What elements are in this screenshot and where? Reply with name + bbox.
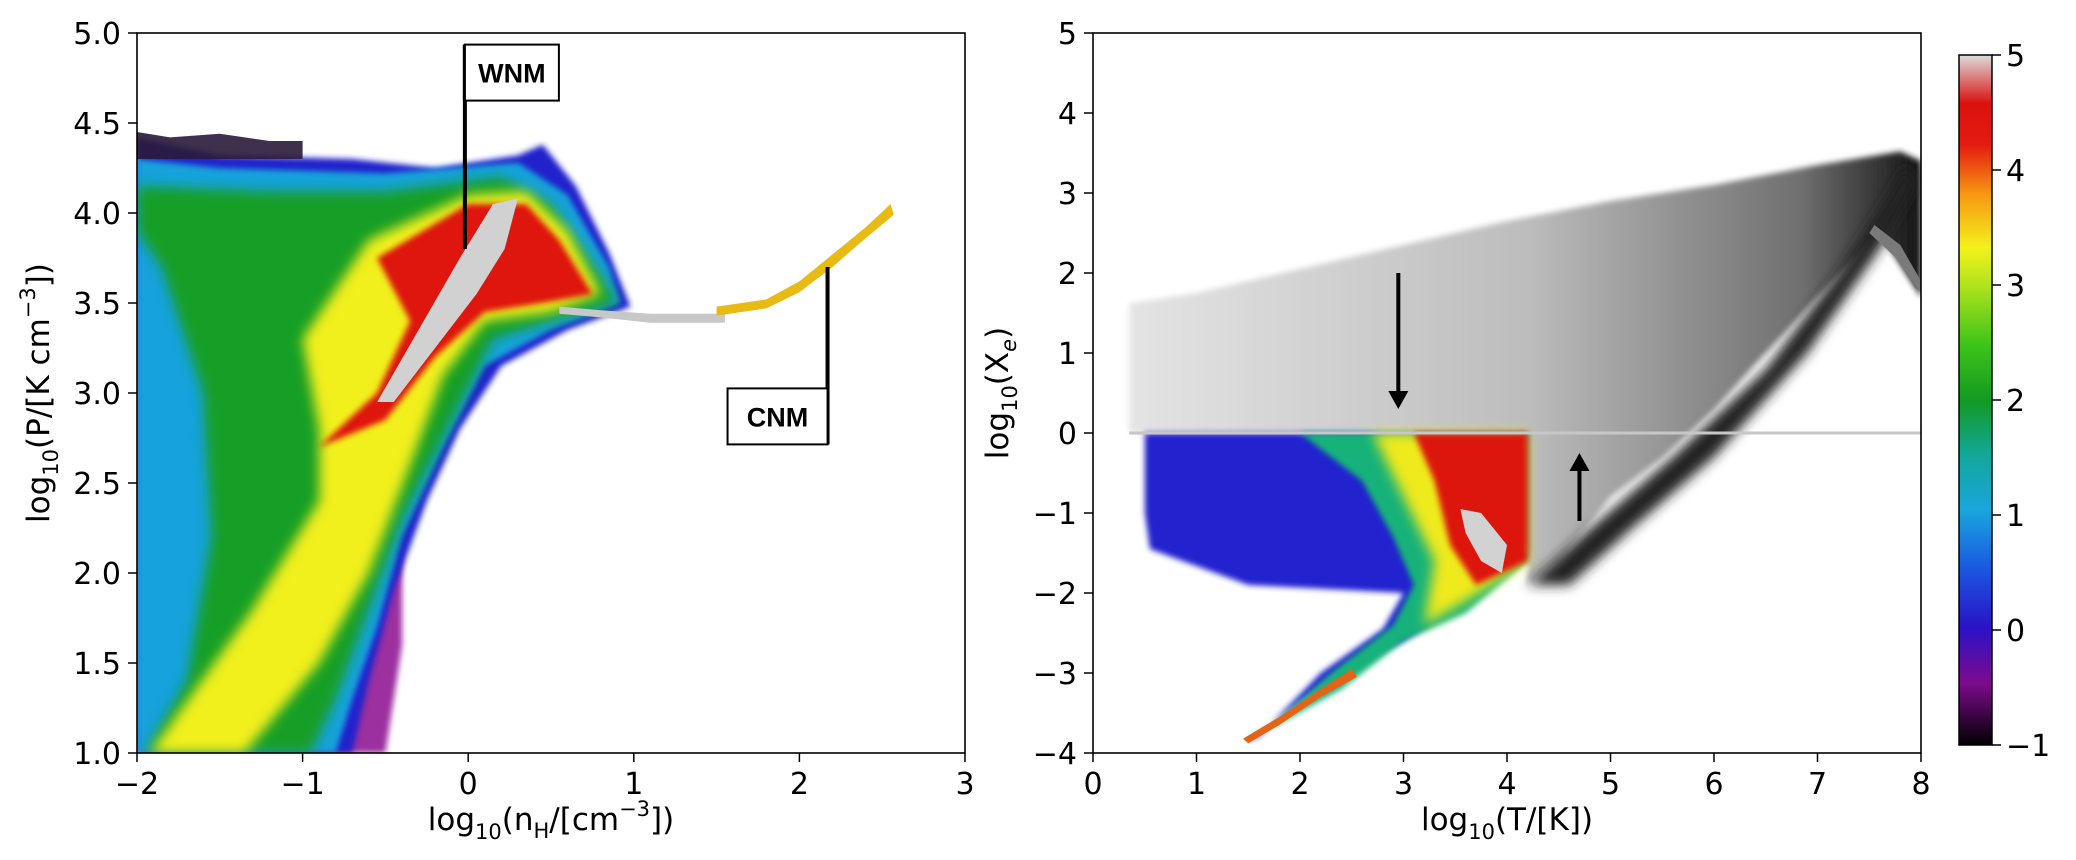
x-tick-label: 5 xyxy=(1601,767,1620,802)
x-tick-label: 2 xyxy=(1290,767,1309,802)
y-tick-label: 0 xyxy=(1058,417,1077,452)
plateau-band xyxy=(559,306,725,323)
right-arrows xyxy=(1388,273,1590,521)
colorbar-tick-label: 4 xyxy=(2006,154,2025,189)
colorbar-gradient xyxy=(1958,54,1993,746)
y-tick-label: 4 xyxy=(1058,97,1077,132)
arrow-up xyxy=(1569,453,1590,521)
y-tick-label: 1 xyxy=(1058,337,1077,372)
wnm-peak-region xyxy=(377,198,518,402)
arrow-head xyxy=(1569,453,1590,471)
y-tick-label: 5 xyxy=(1058,17,1077,52)
x-tick-label: 2 xyxy=(790,767,809,802)
x-tick-label: 8 xyxy=(1911,767,1930,802)
y-tick-label: −1 xyxy=(1033,497,1077,532)
annotation-text: WNM xyxy=(478,59,545,89)
left-y-ticks: 1.0 1.5 2.0 2.5 3.0 3.5 4.0 4.5 5.0 xyxy=(73,17,137,772)
left-y-axis-label: log10(P/[K cm−3]) xyxy=(16,263,63,523)
x-tick-label: 6 xyxy=(1704,767,1723,802)
colorbar-tick-label: 0 xyxy=(2006,614,2025,649)
y-tick-label: 2.5 xyxy=(73,467,121,502)
arrow-head xyxy=(1388,391,1409,409)
ionization-temperature-panel: 0 1 2 3 4 5 6 7 8 −4 −3 −2 −1 0 1 2 3 4 5 log10(T/[K]) lo… xyxy=(980,17,1931,844)
x-tick-label: 0 xyxy=(459,767,478,802)
x-tick-label: 0 xyxy=(1083,767,1102,802)
cnm-branch xyxy=(716,204,894,316)
gray-ionized-fan xyxy=(1129,151,1921,585)
right-y-axis-label: log10(Xe) xyxy=(980,327,1022,459)
yellow-ridge xyxy=(150,191,601,753)
left-x-ticks: −2 −1 0 1 2 3 xyxy=(115,753,975,802)
y-tick-label: 4.5 xyxy=(73,107,121,142)
colorbar-tick-label: 3 xyxy=(2006,269,2025,304)
annotation-text: CNM xyxy=(747,402,809,432)
top-cap-band xyxy=(137,132,303,159)
y-tick-label: 1.5 xyxy=(73,647,121,682)
y-tick-label: 2 xyxy=(1058,257,1077,292)
y-tick-label: −4 xyxy=(1033,737,1077,772)
x-tick-label: 1 xyxy=(624,767,643,802)
hot-spur xyxy=(1869,225,1921,293)
colorbar: −1 0 1 2 3 4 5 xyxy=(1958,39,2050,764)
y-tick-label: 1.0 xyxy=(73,737,121,772)
arrow-down xyxy=(1388,273,1409,409)
x-tick-label: 1 xyxy=(1187,767,1206,802)
colorbar-tick-label: 1 xyxy=(2006,499,2025,534)
x-tick-label: −2 xyxy=(115,767,159,802)
left-x-axis-label: log10(nH/[cm−3]) xyxy=(428,797,675,844)
annotation-box xyxy=(463,43,560,102)
x-tick-label: 3 xyxy=(1394,767,1413,802)
annotation-cnm: CNM xyxy=(726,267,830,446)
annotation-box xyxy=(726,387,829,446)
ionization-temperature-heatmap xyxy=(1129,151,1921,744)
colorbar-tick-label: 5 xyxy=(2006,39,2025,74)
y-tick-label: 3.0 xyxy=(73,377,121,412)
y-tick-label: −3 xyxy=(1033,657,1077,692)
y-tick-label: −2 xyxy=(1033,577,1077,612)
x-tick-label: −1 xyxy=(280,767,324,802)
x-tick-label: 7 xyxy=(1808,767,1827,802)
x-tick-label: 4 xyxy=(1497,767,1516,802)
colorbar-tick-label: 2 xyxy=(2006,384,2025,419)
colorbar-tick-label: −1 xyxy=(2006,729,2050,764)
y-tick-label: 5.0 xyxy=(73,17,121,52)
colorbar-ticks: −1 0 1 2 3 4 5 xyxy=(1992,39,2050,764)
x-tick-label: 3 xyxy=(955,767,974,802)
right-x-ticks: 0 1 2 3 4 5 6 7 8 xyxy=(1083,753,1931,802)
y-tick-label: 4.0 xyxy=(73,197,121,232)
right-y-ticks: −4 −3 −2 −1 0 1 2 3 4 5 xyxy=(1033,17,1093,772)
y-tick-label: 3.5 xyxy=(73,287,121,322)
right-x-axis-label: log10(T/[K]) xyxy=(1421,802,1593,844)
pressure-density-heatmap xyxy=(137,132,894,753)
pressure-density-panel: −2 −1 0 1 2 3 1.0 1.5 2.0 2.5 3.0 3.5 4.0 4.5 5.0 log… xyxy=(16,17,975,844)
left-annotations: WNM CNM xyxy=(462,43,830,446)
annotation-wnm: WNM xyxy=(462,43,560,249)
cold-gray-peak xyxy=(1460,509,1507,573)
y-tick-label: 3 xyxy=(1058,177,1077,212)
y-tick-label: 2.0 xyxy=(73,557,121,592)
low-temperature-tail xyxy=(1243,669,1357,744)
